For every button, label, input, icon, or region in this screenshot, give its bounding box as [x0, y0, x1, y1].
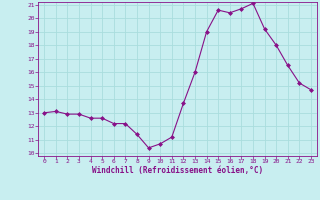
X-axis label: Windchill (Refroidissement éolien,°C): Windchill (Refroidissement éolien,°C)	[92, 166, 263, 175]
